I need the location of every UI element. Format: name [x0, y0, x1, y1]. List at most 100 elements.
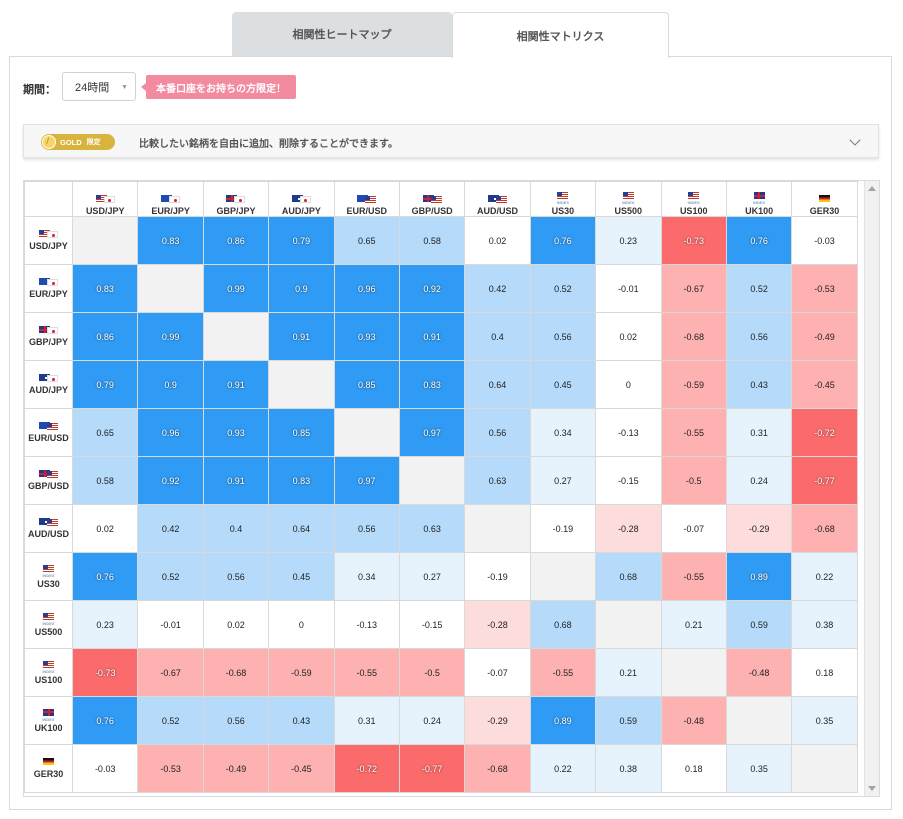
chevron-down-icon[interactable] — [849, 134, 861, 146]
matrix-cell: 0.64 — [464, 360, 531, 409]
gold-badge-level: 限定 — [86, 139, 101, 146]
matrix-cell: -0.01 — [137, 600, 204, 649]
matrix-cell: 0.91 — [202, 456, 270, 505]
scroll-up-icon[interactable] — [868, 186, 876, 191]
matrix-cell: 0.52 — [137, 552, 204, 601]
gb-flag-icon — [43, 708, 54, 717]
matrix-cell-diagonal — [268, 360, 335, 409]
matrix-cell: 0.64 — [268, 504, 335, 553]
matrix-cell: -0.67 — [660, 264, 727, 313]
correlation-matrix: USD/JPY EUR/JPY GBP/JPY AUD/JPY EUR/USD GBP/U… — [23, 180, 880, 797]
matrix-cell: 0.68 — [595, 552, 662, 601]
matrix-cell: 0.52 — [137, 696, 204, 745]
matrix-cell: 0.24 — [725, 456, 793, 505]
gold-feature-bar[interactable]: GOLD 限定 比較したい銘柄を自由に追加、削除することができます。 — [23, 124, 879, 158]
matrix-cell: 0.79 — [71, 360, 139, 409]
matrix-cell: 0.91 — [268, 312, 335, 361]
column-header-label: UK100 — [745, 206, 774, 216]
matrix-row: INDEX US100 -0.73 -0.67 -0.68 -0.59 -0.55 -0.5-… — [24, 648, 858, 697]
column-header-label: EUR/USD — [346, 206, 388, 216]
matrix-cell: 0.02 — [202, 600, 270, 649]
matrix-cell: -0.13 — [595, 408, 662, 457]
matrix-cell: -0.5 — [660, 456, 727, 505]
matrix-row: AUD/USD 0.02 0.42 0.4 0.64 0.56 0.63 -0.19 -0.28… — [24, 504, 858, 553]
matrix-cell: 0.23 — [71, 600, 139, 649]
column-header-label: GBP/JPY — [216, 206, 256, 216]
row-header-label: UK100 — [34, 722, 63, 733]
matrix-cell: 0.34 — [529, 408, 597, 457]
column-header: INDEX US500 — [595, 181, 662, 217]
matrix-cell: 0.22 — [791, 552, 858, 601]
matrix-cell: 0.91 — [202, 360, 270, 409]
index-tag: INDEX — [42, 668, 55, 674]
row-header-label: AUD/JPY — [28, 385, 68, 395]
matrix-cell: 0.52 — [725, 264, 793, 313]
matrix-cell: -0.68 — [202, 648, 270, 697]
matrix-cell: -0.48 — [660, 696, 727, 745]
au-us-flag-icon — [488, 195, 508, 203]
matrix-cell: 0.18 — [791, 648, 858, 697]
matrix-cell: -0.72 — [791, 408, 858, 457]
matrix-cell: -0.77 — [791, 456, 858, 505]
matrix-cell: -0.03 — [71, 744, 139, 793]
matrix-cell: -0.07 — [660, 504, 727, 553]
matrix-cell: 0.92 — [137, 456, 204, 505]
matrix-cell: 0.97 — [333, 456, 400, 505]
matrix-cell: 0.99 — [202, 264, 270, 313]
matrix-cell: -0.48 — [725, 648, 793, 697]
matrix-cell: 0.86 — [202, 216, 270, 265]
matrix-cell: -0.15 — [398, 600, 466, 649]
vertical-scrollbar[interactable] — [864, 181, 879, 796]
promo-arrow-icon — [141, 83, 146, 91]
us-jp-flag-icon — [39, 230, 58, 238]
index-tag: INDEX — [42, 572, 55, 578]
matrix-cell: 0.56 — [529, 312, 597, 361]
row-header: INDEX US100 — [24, 648, 73, 697]
matrix-cell: 0.35 — [725, 744, 793, 793]
row-header-label: EUR/USD — [28, 433, 69, 443]
matrix-row: GBP/USD 0.58 0.92 0.91 0.83 0.97 0.63 0.27 -0.15… — [24, 456, 858, 505]
matrix-cell: 0.93 — [333, 312, 400, 361]
matrix-cell: 0.59 — [725, 600, 793, 649]
matrix-cell: 0.42 — [137, 504, 204, 553]
matrix-cell: -0.53 — [137, 744, 204, 793]
promo-badge-button[interactable]: 本番口座をお持ちの方限定！ — [146, 75, 296, 99]
matrix-cell: -0.55 — [660, 408, 727, 457]
row-header: EUR/JPY — [24, 264, 73, 313]
matrix-row: INDEX US500 0.23 -0.01 0.02 0 -0.13 -0.15 -0.28 0… — [24, 600, 858, 649]
matrix-cell: 0.85 — [333, 360, 400, 409]
period-select[interactable]: 24時間 ▼ — [62, 72, 136, 101]
matrix-cell: -0.73 — [71, 648, 139, 697]
row-header-label: US100 — [34, 674, 63, 685]
scroll-down-icon[interactable] — [868, 786, 876, 791]
matrix-cell: -0.55 — [333, 648, 400, 697]
matrix-row: INDEX UK100 0.76 0.52 0.56 0.43 0.31 0.24 -0.29 0… — [24, 696, 858, 745]
matrix-cell: 0.76 — [529, 216, 597, 265]
tab-matrix[interactable]: 相関性マトリクス — [452, 12, 669, 58]
column-header: AUD/USD — [464, 181, 531, 217]
matrix-cell: 0.85 — [268, 408, 335, 457]
matrix-cell-diagonal — [202, 312, 270, 361]
us-flag-icon — [43, 564, 54, 573]
matrix-cell: 0.83 — [398, 360, 466, 409]
au-jp-flag-icon — [291, 195, 311, 203]
tab-heatmap[interactable]: 相関性ヒートマップ — [232, 12, 452, 56]
us-flag-icon — [43, 660, 54, 669]
matrix-cell: 0.18 — [660, 744, 727, 793]
row-header: GBP/JPY — [24, 312, 73, 361]
matrix-cell: -0.29 — [725, 504, 793, 553]
column-header: INDEX UK100 — [725, 181, 793, 217]
matrix-cell: 0.99 — [137, 312, 204, 361]
matrix-cell: -0.13 — [333, 600, 400, 649]
eu-jp-flag-icon — [39, 278, 58, 286]
matrix-cell: 0.9 — [137, 360, 204, 409]
matrix-cell: -0.15 — [595, 456, 662, 505]
column-header-label: US100 — [679, 206, 708, 216]
de-flag-icon — [818, 195, 830, 203]
matrix-cell: 0.92 — [398, 264, 466, 313]
us-flag-icon — [43, 612, 54, 621]
matrix-cell: -0.55 — [529, 648, 597, 697]
matrix-cell: -0.59 — [660, 360, 727, 409]
column-header-label: AUD/JPY — [281, 206, 321, 216]
period-select-value: 24時間 — [75, 81, 110, 94]
